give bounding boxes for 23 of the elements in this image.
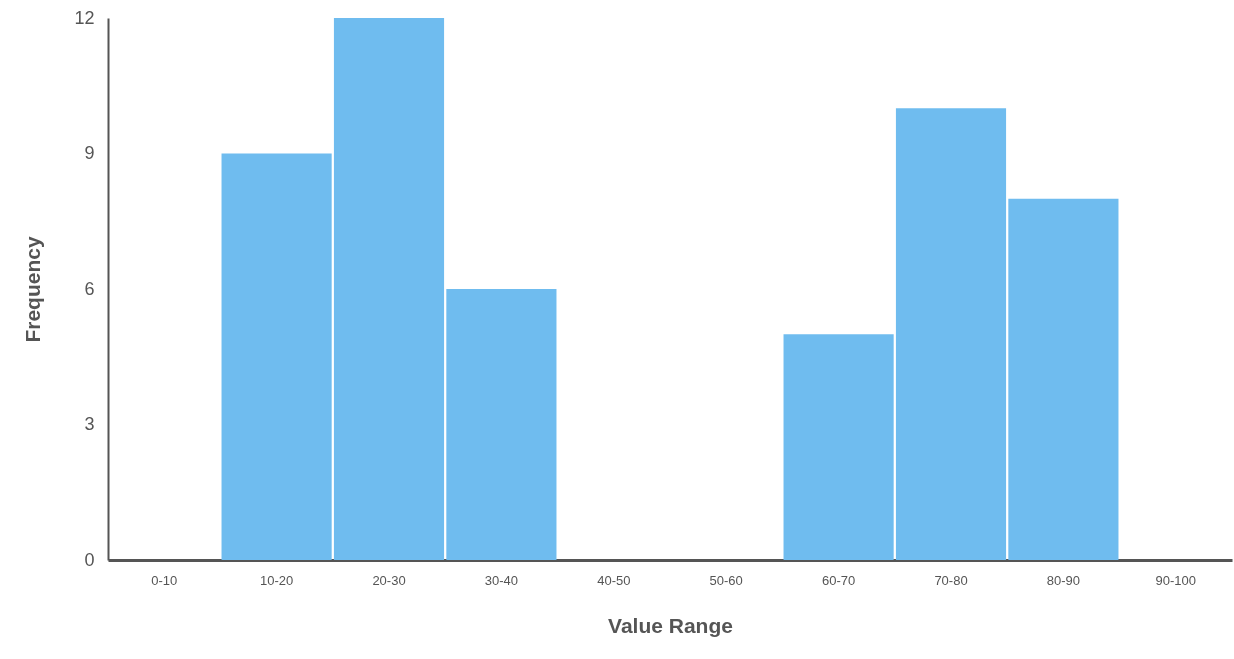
bar bbox=[895, 108, 1007, 560]
x-tick-label: 60-70 bbox=[821, 572, 856, 588]
y-tick-label: 12 bbox=[74, 7, 95, 28]
y-axis-title: Frequency bbox=[21, 236, 45, 343]
x-tick-label: 50-60 bbox=[709, 572, 743, 588]
x-tick-label: 70-80 bbox=[934, 572, 968, 588]
y-tick-label: 3 bbox=[84, 414, 95, 434]
bar bbox=[783, 334, 894, 560]
bar bbox=[221, 153, 332, 560]
y-tick-label: 9 bbox=[84, 143, 95, 163]
y-tick-label: 6 bbox=[84, 278, 95, 299]
x-tick-label: 90-100 bbox=[1155, 572, 1197, 588]
bar bbox=[333, 18, 445, 560]
bar bbox=[1008, 198, 1119, 560]
x-tick-label: 20-30 bbox=[372, 572, 406, 588]
y-tick-label: 0 bbox=[84, 549, 95, 570]
bar bbox=[446, 289, 557, 560]
x-axis-title: Value Range bbox=[608, 613, 733, 637]
x-tick-label: 10-20 bbox=[259, 572, 294, 588]
x-tick-label: 80-90 bbox=[1046, 572, 1081, 588]
x-tick-label: 30-40 bbox=[484, 572, 519, 588]
x-tick-label: 40-50 bbox=[597, 572, 631, 588]
x-tick-label: 0-10 bbox=[151, 572, 178, 588]
